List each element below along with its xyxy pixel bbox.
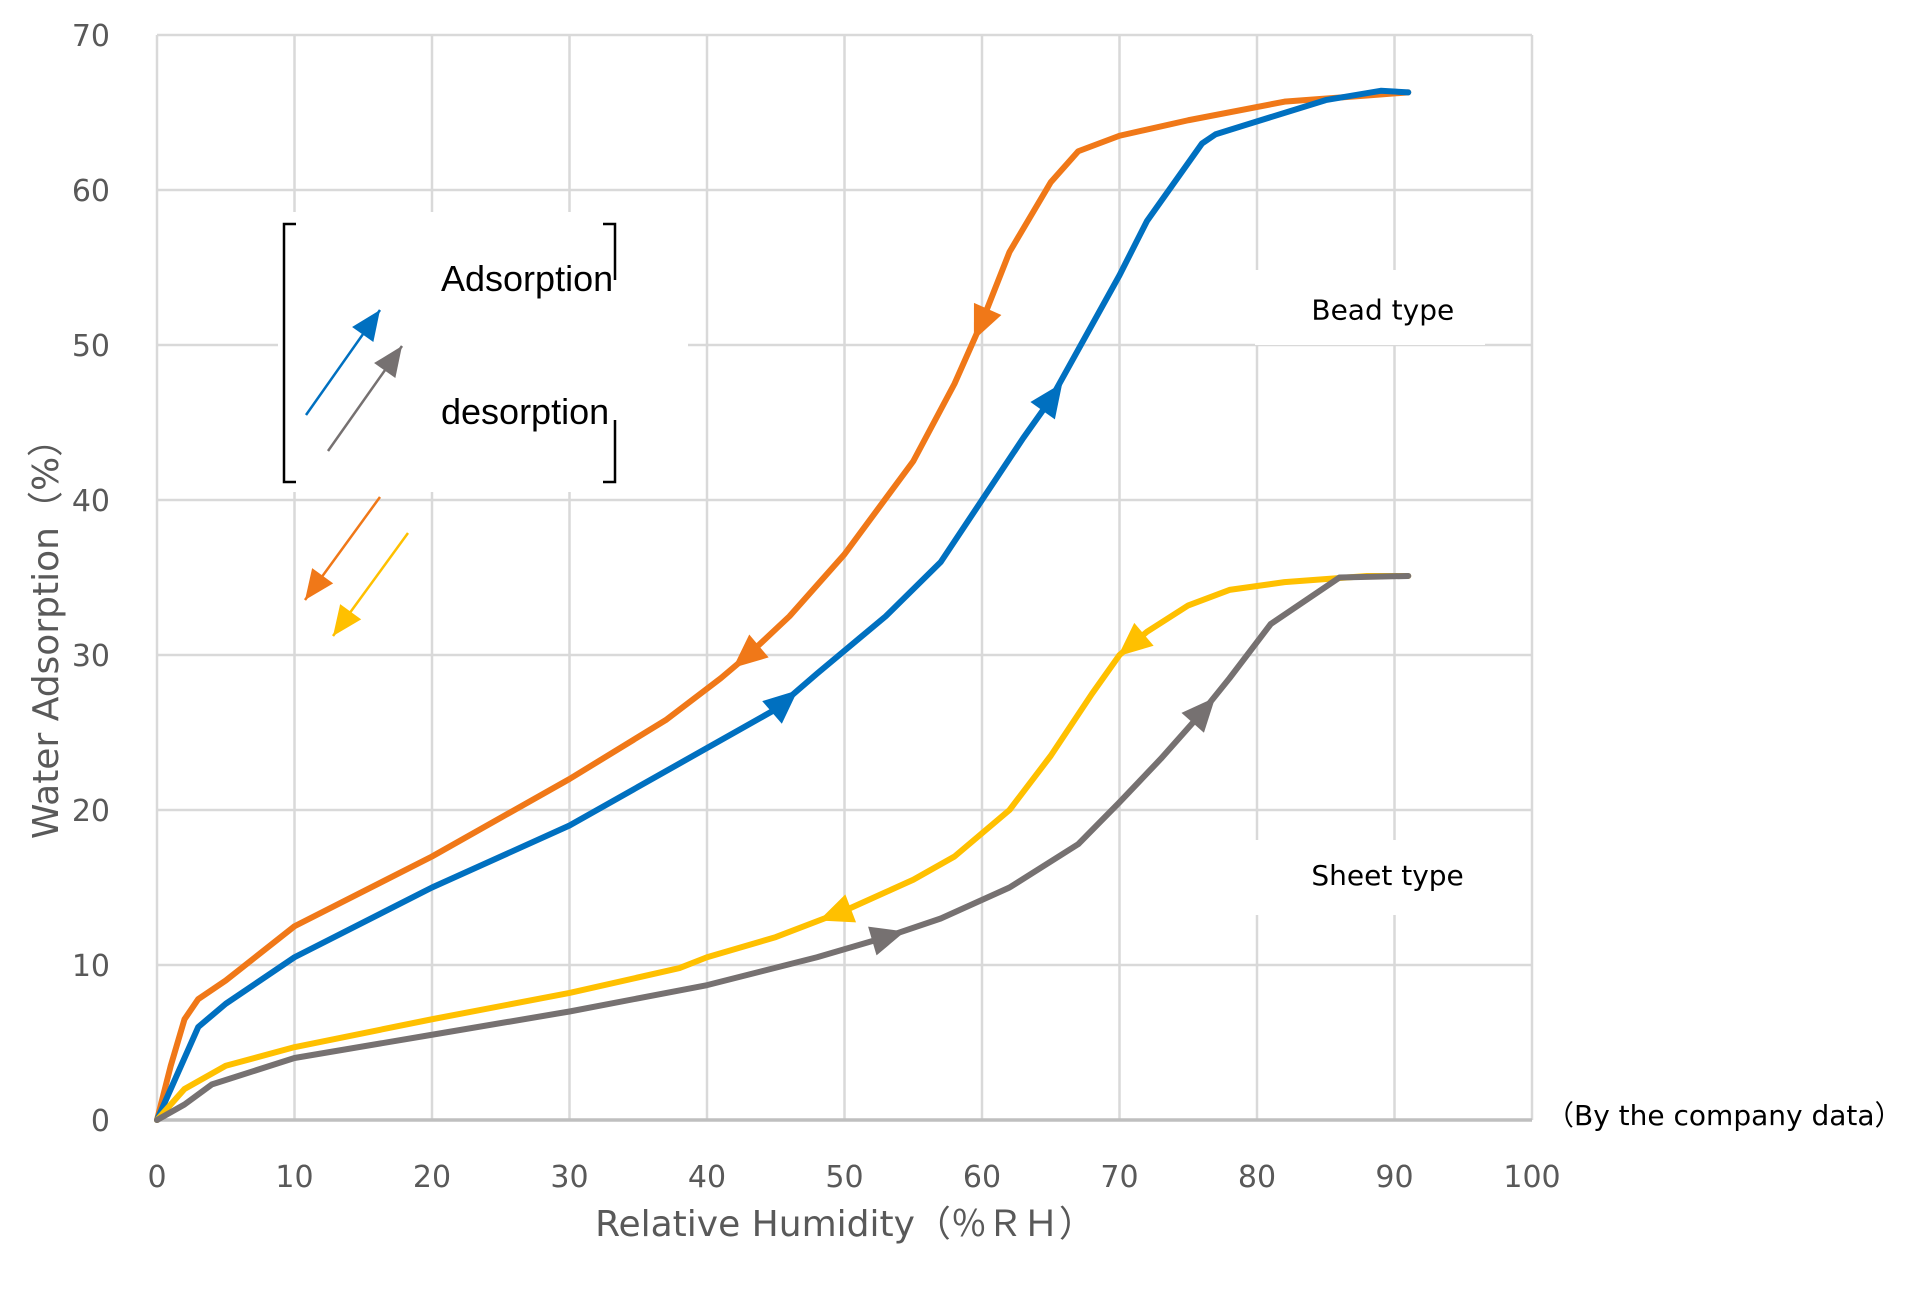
- x-tick-label: 20: [413, 1160, 451, 1195]
- series-line-sheet-type-desorption: [154, 572, 1412, 1123]
- legend-arrow-desorption-bead-head: [305, 568, 334, 600]
- legend-background: [278, 212, 688, 492]
- direction-arrow-marker: [1030, 382, 1063, 420]
- direction-arrow-marker: [868, 926, 905, 956]
- series-line-bead-type-desorption: [154, 89, 1412, 1123]
- direction-arrow-marker: [732, 634, 769, 668]
- legend-bracket-right: [603, 222, 617, 484]
- annotation-sheet-type: Sheet type: [1311, 859, 1463, 892]
- legend-arrow-adsorption-sheet-head: [374, 346, 402, 379]
- y-tick-label: 50: [72, 329, 110, 364]
- legend-label-desorption: desorption: [441, 391, 609, 432]
- gridlines: [155, 33, 1534, 1122]
- series-line-sheet-type-adsorption: [154, 572, 1412, 1123]
- legend-bracket-left: [282, 222, 296, 484]
- annotation-bead-type: Bead type: [1311, 293, 1454, 326]
- legend-label-adsorption: Adsorption: [441, 258, 613, 299]
- legend-arrow-desorption-sheet-head: [333, 604, 362, 636]
- tick-labels: 0 10 20 30 40 50 60 70 80 90 100 0 10 20 30 40 50 60 70: [72, 19, 1561, 1195]
- x-tick-label: 30: [550, 1160, 588, 1195]
- y-tick-label: 10: [72, 949, 110, 984]
- direction-arrow-marker: [1181, 697, 1216, 733]
- y-tick-label: 20: [72, 794, 110, 829]
- y-tick-label: 30: [72, 639, 110, 674]
- y-tick-label: 0: [91, 1104, 110, 1139]
- legend: Adsorption desorption: [278, 212, 688, 637]
- x-tick-label: 90: [1375, 1160, 1413, 1195]
- y-tick-label: 60: [72, 174, 110, 209]
- x-tick-label: 40: [688, 1160, 726, 1195]
- direction-arrow-marker: [1117, 622, 1154, 657]
- x-tick-label: 60: [963, 1160, 1001, 1195]
- x-tick-label: 80: [1238, 1160, 1276, 1195]
- series-line-bead-type-adsorption: [154, 87, 1412, 1123]
- x-tick-label: 50: [825, 1160, 863, 1195]
- x-tick-label: 70: [1100, 1160, 1138, 1195]
- x-tick-label: 10: [275, 1160, 313, 1195]
- legend-arrow-adsorption-bead-head: [352, 310, 380, 343]
- direction-arrow-marker: [973, 302, 1002, 341]
- source-note: （By the company data）: [1546, 1099, 1903, 1132]
- annotations: Bead type Sheet type: [1255, 270, 1485, 915]
- x-tick-label: 100: [1503, 1160, 1560, 1195]
- direction-arrow-marker: [818, 894, 857, 923]
- x-tick-label: 0: [147, 1160, 166, 1195]
- x-axis-title: Relative Humidity（％ＲＨ）: [595, 1204, 1095, 1245]
- y-tick-label: 40: [72, 484, 110, 519]
- series-lines: [154, 87, 1412, 1123]
- y-axis-title: Water Adsorption（%）: [26, 421, 67, 839]
- y-tick-label: 70: [72, 19, 110, 54]
- direction-arrow-marker: [762, 690, 798, 724]
